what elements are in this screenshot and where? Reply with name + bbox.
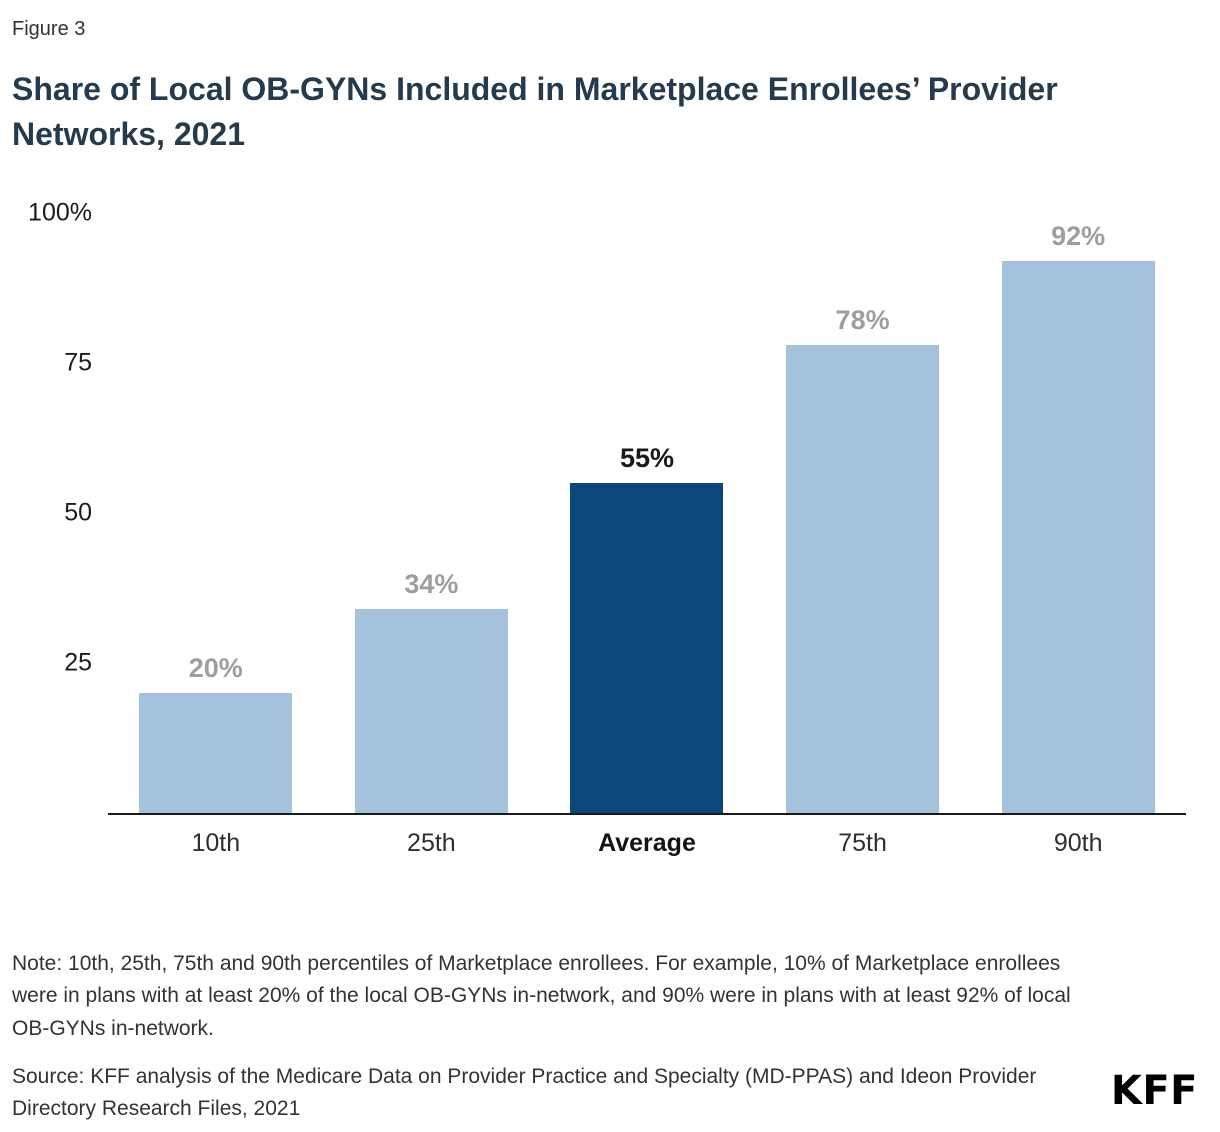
bar-value-label: 20% [188,652,243,683]
bars: 20% 34% 55% 78% 92% [108,213,1186,815]
note-text: Note: 10th, 25th, 75th and 90th percenti… [12,951,1071,1040]
x-axis-label: 25th [407,828,456,857]
x-labels: 10th 25th Average 75th 90th [108,815,1186,858]
bar-value-label: 92% [1051,220,1106,251]
bar-value-label: 78% [835,304,890,335]
bar [139,692,293,813]
chart-title: Share of Local OB-GYNs Included in Marke… [12,71,1058,152]
figure-label: Figure 3 [12,18,86,40]
y-axis: 25 50 75 100% [12,198,108,813]
bar [1001,260,1155,813]
x-axis-label: 75th [838,828,887,857]
bar-group: 78% [755,213,971,813]
bar-group: 34% [324,213,540,813]
plot-area: 25 50 75 100% 20% 34% 55% 78% 92% [12,198,1186,815]
y-tick-label: 100% [28,198,92,227]
x-axis: 10th 25th Average 75th 90th [12,815,1186,858]
x-axis-label: 90th [1053,828,1103,857]
bar-group: 20% [108,213,324,813]
x-axis-label: 10th [191,828,241,857]
y-tick-label: 50 [64,498,92,527]
y-tick-label: 25 [64,648,92,677]
source-text: Source: KFF analysis of the Medicare Dat… [12,1065,1037,1120]
bar [354,608,508,813]
y-axis-spacer [12,815,108,858]
x-axis-label: Average [598,828,696,857]
bar-group: 55% [539,213,755,813]
y-tick-label: 75 [64,348,92,377]
bar-value-label: 55% [619,442,674,473]
bar-chart: 25 50 75 100% 20% 34% 55% 78% 92% 10th 25th Avera… [12,198,1186,858]
bar-value-label: 34% [404,568,459,599]
bar [786,344,940,813]
kff-logo: KFF [1110,1068,1198,1114]
bar [570,482,724,813]
bar-group: 92% [970,213,1186,813]
